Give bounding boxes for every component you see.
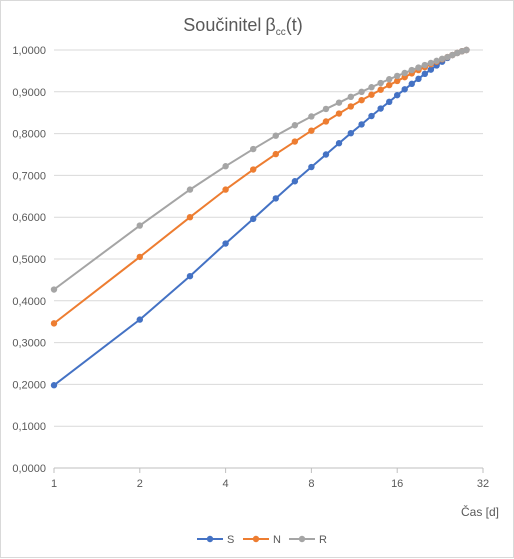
data-point-N bbox=[347, 103, 355, 110]
data-point-N bbox=[136, 253, 143, 261]
x-tick-label: 32 bbox=[477, 478, 489, 490]
data-point-S bbox=[50, 382, 58, 389]
data-point-S bbox=[308, 163, 315, 171]
data-point-R bbox=[368, 84, 375, 91]
data-point-R bbox=[438, 55, 446, 62]
data-point-R bbox=[433, 57, 440, 65]
data-point-S bbox=[368, 112, 375, 120]
data-point-S bbox=[401, 86, 408, 93]
data-point-R bbox=[377, 79, 384, 87]
data-point-N bbox=[368, 91, 375, 98]
data-point-R bbox=[347, 93, 355, 101]
data-point-R bbox=[463, 46, 470, 54]
series-line-R bbox=[53, 49, 467, 291]
data-point-S bbox=[358, 121, 365, 128]
data-point-N bbox=[186, 214, 194, 221]
data-point-N bbox=[335, 110, 343, 117]
data-point-N bbox=[386, 81, 393, 89]
data-point-R bbox=[50, 286, 58, 293]
axes: 0,0000 0,1000 0,2000 0,3000 0,4000 0,5000 0,60… bbox=[12, 45, 489, 490]
data-point-R bbox=[394, 72, 401, 80]
data-point-S bbox=[421, 70, 429, 78]
y-tick-label: 0,8000 bbox=[12, 129, 46, 141]
data-point-N bbox=[394, 77, 401, 85]
data-point-S bbox=[322, 151, 330, 158]
data-point-R bbox=[272, 132, 279, 139]
legend-marker-R bbox=[298, 535, 306, 543]
series-group bbox=[50, 46, 470, 389]
data-point-R bbox=[308, 113, 315, 120]
legend-marker-N bbox=[252, 535, 260, 543]
y-tick-label: 0,9000 bbox=[12, 87, 46, 99]
legend-label-R: R bbox=[319, 534, 327, 546]
data-point-R bbox=[415, 64, 422, 71]
y-tick-label: 1,0000 bbox=[12, 45, 46, 57]
x-tick-label: 1 bbox=[51, 478, 57, 490]
data-point-N bbox=[358, 96, 365, 104]
data-point-R bbox=[427, 59, 435, 67]
data-point-R bbox=[322, 105, 330, 113]
data-point-R bbox=[408, 66, 415, 74]
data-point-N bbox=[50, 320, 58, 327]
legend-marker-S bbox=[206, 535, 214, 543]
y-tick-label: 0,3000 bbox=[12, 338, 46, 350]
data-point-N bbox=[377, 86, 384, 93]
data-point-S bbox=[186, 272, 194, 280]
data-point-S bbox=[347, 129, 355, 137]
x-tick-label: 2 bbox=[137, 478, 143, 490]
data-point-S bbox=[250, 215, 257, 223]
data-point-R bbox=[386, 76, 393, 83]
data-point-N bbox=[250, 166, 257, 173]
data-point-R bbox=[136, 222, 143, 229]
data-point-S bbox=[272, 195, 279, 202]
legend-label-S: S bbox=[227, 534, 234, 546]
y-tick-label: 0,1000 bbox=[12, 421, 46, 433]
data-point-R bbox=[250, 145, 257, 153]
y-tick-label: 0,2000 bbox=[12, 379, 46, 391]
legend-label-N: N bbox=[273, 534, 281, 546]
data-point-N bbox=[291, 138, 299, 145]
data-point-S bbox=[222, 240, 229, 247]
y-tick-label: 0,5000 bbox=[12, 254, 46, 266]
y-tick-label: 0,7000 bbox=[12, 170, 46, 182]
data-point-R bbox=[186, 186, 194, 193]
y-tick-label: 0,6000 bbox=[12, 212, 46, 224]
data-point-R bbox=[222, 163, 229, 170]
data-point-R bbox=[335, 99, 343, 106]
data-point-N bbox=[222, 186, 229, 193]
data-point-N bbox=[308, 127, 315, 134]
x-tick-label: 16 bbox=[391, 478, 403, 490]
y-tick-label: 0,0000 bbox=[12, 463, 46, 475]
data-point-S bbox=[291, 178, 299, 185]
data-point-N bbox=[272, 150, 279, 158]
data-point-R bbox=[401, 69, 408, 77]
data-point-R bbox=[444, 53, 451, 61]
data-point-R bbox=[291, 122, 299, 129]
data-point-S bbox=[377, 105, 384, 112]
data-point-R bbox=[449, 51, 456, 59]
y-tick-label: 0,4000 bbox=[12, 296, 46, 308]
x-axis-label: Čas [d] bbox=[461, 504, 499, 519]
data-point-S bbox=[394, 91, 401, 99]
gridlines bbox=[54, 49, 483, 427]
data-point-S bbox=[415, 75, 422, 83]
data-point-N bbox=[322, 118, 330, 125]
data-point-S bbox=[136, 316, 143, 323]
data-point-S bbox=[408, 80, 415, 88]
data-point-S bbox=[427, 66, 435, 73]
data-point-S bbox=[386, 98, 393, 106]
x-tick-label: 8 bbox=[308, 478, 314, 490]
chart-title: Součinitel βcc(t) bbox=[183, 15, 302, 38]
data-point-R bbox=[421, 61, 429, 69]
data-point-S bbox=[335, 140, 343, 147]
data-point-R bbox=[358, 88, 365, 96]
x-tick-label: 4 bbox=[223, 478, 229, 490]
